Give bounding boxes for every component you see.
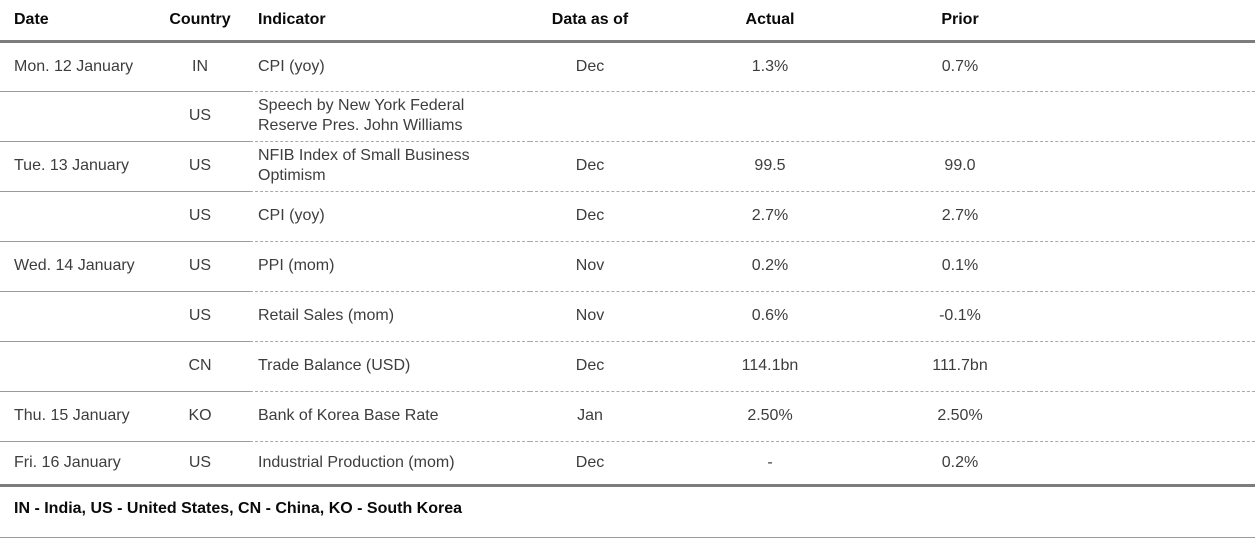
cell-country: US (150, 441, 250, 487)
indicator-text: Industrial Production (mom) (258, 453, 455, 471)
table-row: Mon. 12 January IN CPI (yoy) Dec 1.3% 0.… (0, 41, 1255, 92)
cell-country: US (150, 191, 250, 242)
cell-date (0, 191, 150, 242)
cell-prior: 0.2% (890, 441, 1030, 487)
cell-prior: 2.50% (890, 391, 1030, 442)
cell-prior: -0.1% (890, 291, 1030, 342)
cell-country: KO (150, 391, 250, 442)
cell-prior (890, 91, 1030, 142)
indicator-text: Speech by New York Federal Reserve Pres.… (258, 97, 465, 134)
cell-spacer (1030, 291, 1255, 342)
cell-spacer (1030, 391, 1255, 442)
cell-indicator: CPI (yoy) (250, 41, 530, 92)
cell-country: US (150, 291, 250, 342)
cell-country: IN (150, 41, 250, 92)
cell-indicator: CPI (yoy) (250, 191, 530, 242)
cell-data-as-of: Nov (530, 291, 650, 342)
cell-date: Mon. 12 January (0, 41, 150, 92)
cell-prior: 0.1% (890, 241, 1030, 292)
col-header-indicator: Indicator (250, 0, 530, 43)
cell-prior: 0.7% (890, 41, 1030, 92)
table-row: Thu. 15 January KO Bank of Korea Base Ra… (0, 391, 1255, 442)
table-row: US CPI (yoy) Dec 2.7% 2.7% (0, 191, 1255, 242)
cell-actual: 99.5 (650, 141, 890, 192)
country-legend: IN - India, US - United States, CN - Chi… (14, 499, 463, 517)
table-row: CN Trade Balance (USD) Dec 114.1bn 111.7… (0, 341, 1255, 392)
cell-spacer (1030, 241, 1255, 292)
indicator-text: Retail Sales (mom) (258, 307, 395, 324)
indicator-text: Trade Balance (USD) (258, 357, 411, 374)
cell-indicator: Trade Balance (USD) (250, 341, 530, 392)
cell-date (0, 91, 150, 142)
cell-date (0, 341, 150, 392)
indicator-text: NFIB Index of Small Business Optimism (258, 147, 470, 184)
cell-indicator: Speech by New York Federal Reserve Pres.… (250, 91, 530, 142)
col-header-spacer (1030, 0, 1255, 43)
cell-country: US (150, 91, 250, 142)
cell-actual: 1.3% (650, 41, 890, 92)
cell-actual (650, 91, 890, 142)
col-header-prior: Prior (890, 0, 1030, 43)
cell-prior: 99.0 (890, 141, 1030, 192)
cell-data-as-of: Nov (530, 241, 650, 292)
economic-calendar-table: Date Country Indicator Data as of Actual… (0, 0, 1255, 487)
cell-country: US (150, 141, 250, 192)
cell-date: Thu. 15 January (0, 391, 150, 442)
col-header-actual: Actual (650, 0, 890, 43)
cell-indicator: Retail Sales (mom) (250, 291, 530, 342)
col-header-data-as-of: Data as of (530, 0, 650, 43)
indicator-text: Bank of Korea Base Rate (258, 407, 439, 424)
cell-actual: 0.2% (650, 241, 890, 292)
cell-spacer (1030, 141, 1255, 192)
cell-spacer (1030, 441, 1255, 487)
table-row: Tue. 13 January US NFIB Index of Small B… (0, 141, 1255, 192)
cell-data-as-of: Dec (530, 341, 650, 392)
table-row: US Retail Sales (mom) Nov 0.6% -0.1% (0, 291, 1255, 342)
cell-actual: 2.7% (650, 191, 890, 242)
cell-country: US (150, 241, 250, 292)
indicator-text: CPI (yoy) (258, 207, 325, 224)
indicator-text: CPI (yoy) (258, 57, 325, 75)
cell-data-as-of: Dec (530, 41, 650, 92)
cell-spacer (1030, 91, 1255, 142)
cell-data-as-of (530, 91, 650, 142)
cell-data-as-of: Jan (530, 391, 650, 442)
table-row: US Speech by New York Federal Reserve Pr… (0, 91, 1255, 142)
cell-date: Fri. 16 January (0, 441, 150, 487)
cell-prior: 2.7% (890, 191, 1030, 242)
cell-spacer (1030, 41, 1255, 92)
table-row: Fri. 16 January US Industrial Production… (0, 441, 1255, 487)
cell-data-as-of: Dec (530, 141, 650, 192)
cell-country: CN (150, 341, 250, 392)
header-row: Date Country Indicator Data as of Actual… (0, 0, 1255, 43)
cell-actual: 0.6% (650, 291, 890, 342)
col-header-date: Date (0, 0, 150, 43)
cell-indicator: NFIB Index of Small Business Optimism (250, 141, 530, 192)
cell-data-as-of: Dec (530, 191, 650, 242)
cell-indicator: PPI (mom) (250, 241, 530, 292)
cell-date (0, 291, 150, 342)
cell-date: Wed. 14 January (0, 241, 150, 292)
cell-actual: 2.50% (650, 391, 890, 442)
bottom-divider (0, 537, 1255, 538)
cell-spacer (1030, 341, 1255, 392)
table-row: Wed. 14 January US PPI (mom) Nov 0.2% 0.… (0, 241, 1255, 292)
col-header-country: Country (150, 0, 250, 43)
indicator-text: PPI (mom) (258, 257, 335, 274)
cell-date: Tue. 13 January (0, 141, 150, 192)
table-header: Date Country Indicator Data as of Actual… (0, 0, 1255, 43)
cell-actual: 114.1bn (650, 341, 890, 392)
cell-indicator: Industrial Production (mom) (250, 441, 530, 487)
cell-spacer (1030, 191, 1255, 242)
cell-prior: 111.7bn (890, 341, 1030, 392)
cell-data-as-of: Dec (530, 441, 650, 487)
cell-actual: - (650, 441, 890, 487)
cell-indicator: Bank of Korea Base Rate (250, 391, 530, 442)
